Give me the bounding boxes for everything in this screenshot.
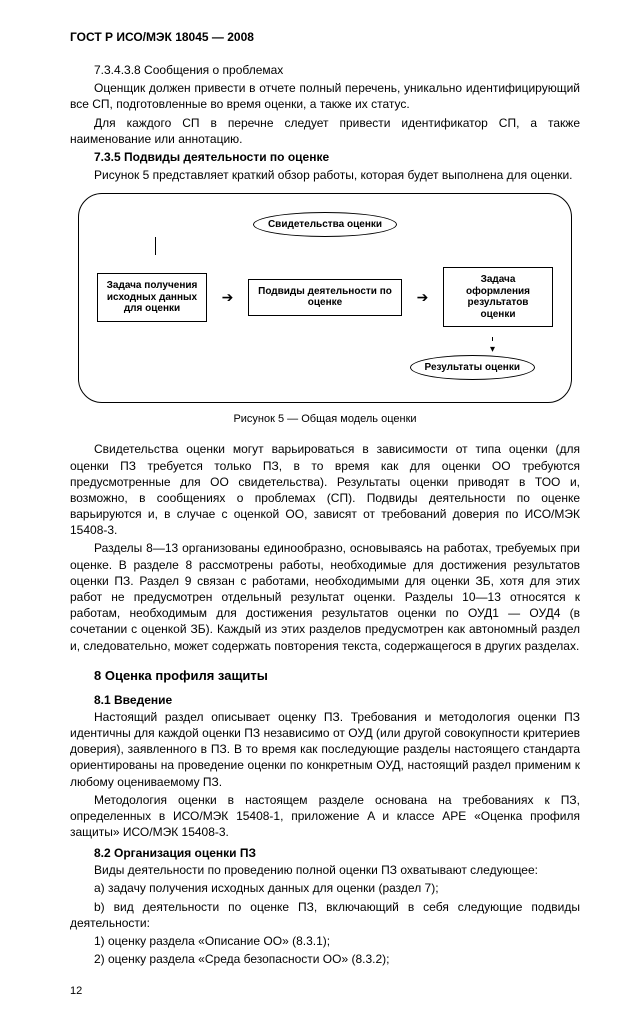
arrow-right-icon: ➔ <box>411 290 435 304</box>
body-text: Разделы 8—13 организованы единообразно, … <box>70 540 580 653</box>
body-text: Виды деятельности по проведению полной о… <box>70 862 580 878</box>
list-item-a: a) задачу получения исходных данных для … <box>70 880 580 896</box>
body-text: Оценщик должен привести в отчете полный … <box>70 80 580 112</box>
heading-8: 8 Оценка профиля защиты <box>94 668 580 683</box>
list-item-2: 2) оценку раздела «Среда безопасности ОО… <box>70 951 580 967</box>
fig-node-input-task: Задача получения исходных данных для оце… <box>97 273 207 322</box>
doc-header: ГОСТ Р ИСО/МЭК 18045 — 2008 <box>70 30 580 44</box>
fig-node-evidence: Свидетельства оценки <box>253 212 397 237</box>
body-text: Настоящий раздел описывает оценку ПЗ. Тр… <box>70 709 580 790</box>
arrow-right-icon: ➔ <box>216 290 240 304</box>
arrow-down-icon <box>490 341 495 355</box>
clause-7-3-4-3-8: 7.3.4.3.8 Сообщения о проблемах <box>70 62 580 78</box>
list-item-1: 1) оценку раздела «Описание ОО» (8.3.1); <box>70 933 580 949</box>
page-number: 12 <box>70 985 580 997</box>
figure-caption: Рисунок 5 — Общая модель оценки <box>70 413 580 425</box>
list-item-b: b) вид деятельности по оценке ПЗ, включа… <box>70 899 580 931</box>
clause-title: Подвиды деятельности по оценке <box>121 150 329 164</box>
body-text: Рисунок 5 представляет краткий обзор раб… <box>70 167 580 183</box>
clause-7-3-5: 7.3.5 Подвиды деятельности по оценке <box>70 149 580 165</box>
body-text: Методология оценки в настоящем разделе о… <box>70 792 580 841</box>
fig-node-results: Результаты оценки <box>410 355 535 380</box>
heading-8-1: 8.1 Введение <box>94 693 580 707</box>
fig-node-output-task: Задача оформления результатов оценки <box>443 267 553 327</box>
body-text: Свидетельства оценки могут варьироваться… <box>70 441 580 538</box>
clause-num: 7.3.4.3.8 <box>94 63 141 77</box>
body-text: Для каждого СП в перечне следует привест… <box>70 115 580 147</box>
heading-8-2: 8.2 Организация оценки ПЗ <box>94 846 580 860</box>
figure-5: Свидетельства оценки Задача получения ис… <box>78 193 572 403</box>
clause-title: Сообщения о проблемах <box>141 63 284 77</box>
clause-num: 7.3.5 <box>94 150 121 164</box>
fig-node-subactivities: Подвиды деятельности по оценке <box>248 279 402 316</box>
